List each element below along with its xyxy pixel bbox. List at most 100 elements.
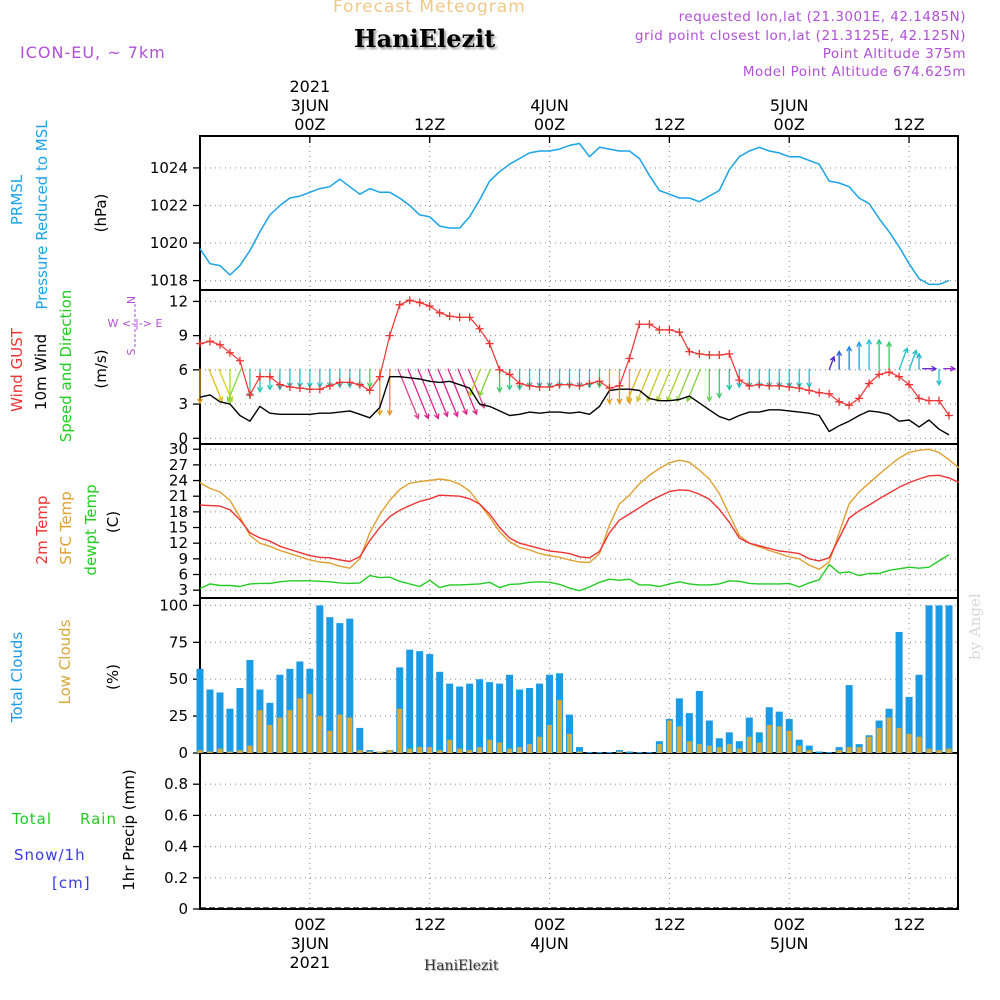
wind-arrowhead [226,396,233,403]
total-cloud-bar [226,708,234,753]
low-cloud-bar [387,750,393,753]
low-cloud-bar [517,747,523,753]
wind-arrowhead [606,398,613,405]
wind-arrowhead [931,365,938,372]
total-cloud-bar [196,668,204,753]
low-cloud-bar [756,742,762,753]
total-cloud-bar [516,689,524,753]
wind-arrowhead [376,410,383,417]
y-tick-label: 1020 [150,234,188,252]
wind-arrow [447,368,468,415]
wind-arrow [898,348,908,371]
wind-arrow [626,368,642,402]
wind-gust-marker [425,301,434,310]
wind-gust-marker [285,382,294,391]
wind-gust-marker [365,386,374,395]
low-cloud-bar [437,750,443,753]
wind-gust-marker [515,379,524,388]
wind-arrowhead [276,384,283,391]
wind-arrow [646,368,662,402]
legend-rain: Rain [80,810,117,828]
wind-gust-marker [235,356,244,365]
wind-gust-marker [355,380,364,389]
wind-gust-marker [375,372,384,381]
wind-gust-marker [455,313,464,322]
wind-gust-marker [225,348,234,357]
low-cloud-bar [806,750,812,753]
wind-arrowhead [468,390,474,397]
total-cloud-bar [546,674,554,753]
wind-arrowhead [726,384,733,391]
total-cloud-bar [246,660,254,753]
wind-gust-marker [665,325,674,334]
wind-arrowhead [866,338,873,345]
wind-gust-marker [775,381,784,390]
wind-gust-marker [695,349,704,358]
y-tick-label: 75 [169,633,188,651]
low-clouds-label: Low Clouds [56,619,74,704]
low-cloud-bar [227,751,233,753]
wind-arrowhead [423,413,430,420]
wind-arrowhead [950,365,957,372]
low-cloud-bar [796,745,802,753]
panel-frame [199,443,959,599]
wind-arrowhead [433,413,440,420]
low-cloud-bar [367,751,373,753]
total-cloud-bar [935,605,943,753]
x-axis-bottom-label: 12Z [893,915,924,934]
panel-frame [199,597,959,754]
x-axis-bottom-label: 3JUN [291,934,330,953]
total-cloud-bar [536,683,544,753]
wind-speed-direction-label: Speed and Direction [57,290,75,443]
y-tick-label: 27 [169,456,188,474]
wind-arrowhead [936,380,942,387]
low-cloud-bar [317,716,323,753]
low-cloud-bar [207,751,213,753]
wind-gust-marker [825,389,834,398]
wind-arrowhead [506,384,513,391]
temp-dewpt-line [199,554,950,592]
panel-frame [199,752,959,910]
total-cloud-bar [446,683,454,753]
total-cloud-bar [416,651,424,753]
low-cloud-bar [197,750,203,753]
wind-gust-marker [585,379,594,388]
y-tick-label: 1024 [150,159,188,177]
total-cloud-bar [945,605,953,753]
x-axis-top-label: 3JUN [291,96,330,115]
y-tick-label: 0 [178,429,188,447]
wind-gust-marker [745,381,754,390]
wind-arrow [467,368,485,408]
wind-arrowhead [386,410,393,417]
low-cloud-bar [886,717,892,753]
legend-total: Total [11,810,52,828]
total-cloud-bar [496,683,504,753]
low-cloud-bar [487,739,493,753]
y-tick-label: 0 [178,900,188,918]
x-axis-bottom-label: 4JUN [530,934,569,953]
x-axis-bottom-label: 5JUN [770,934,809,953]
y-tick-label: 0.4 [164,838,188,856]
wind-arrow [656,368,672,402]
total-cloud-bar [346,618,354,753]
temp-unit: (C) [104,511,122,533]
wind-gust-marker [925,396,934,405]
low-cloud-bar [856,747,862,753]
wind-gust-marker [295,384,304,393]
wind-arrow [427,368,449,417]
low-cloud-bar [287,710,293,753]
wind-arrow [407,368,429,419]
total-cloud-bar [725,732,733,753]
wind-gust-marker [645,320,654,329]
wind-arrowhead [716,392,723,399]
wind-arrowhead [472,409,478,416]
wind-10m-label: 10m Wind [32,334,50,410]
point-altitude: Point Altitude 375m [822,46,966,62]
wind-gust-marker [865,379,874,388]
y-tick-label: 18 [169,503,188,521]
wind-arrowhead [686,396,692,403]
x-axis-bottom-label: 12Z [654,915,685,934]
low-cloud-bar [666,720,672,753]
temp-2m-label: 2m Temp [33,496,51,565]
